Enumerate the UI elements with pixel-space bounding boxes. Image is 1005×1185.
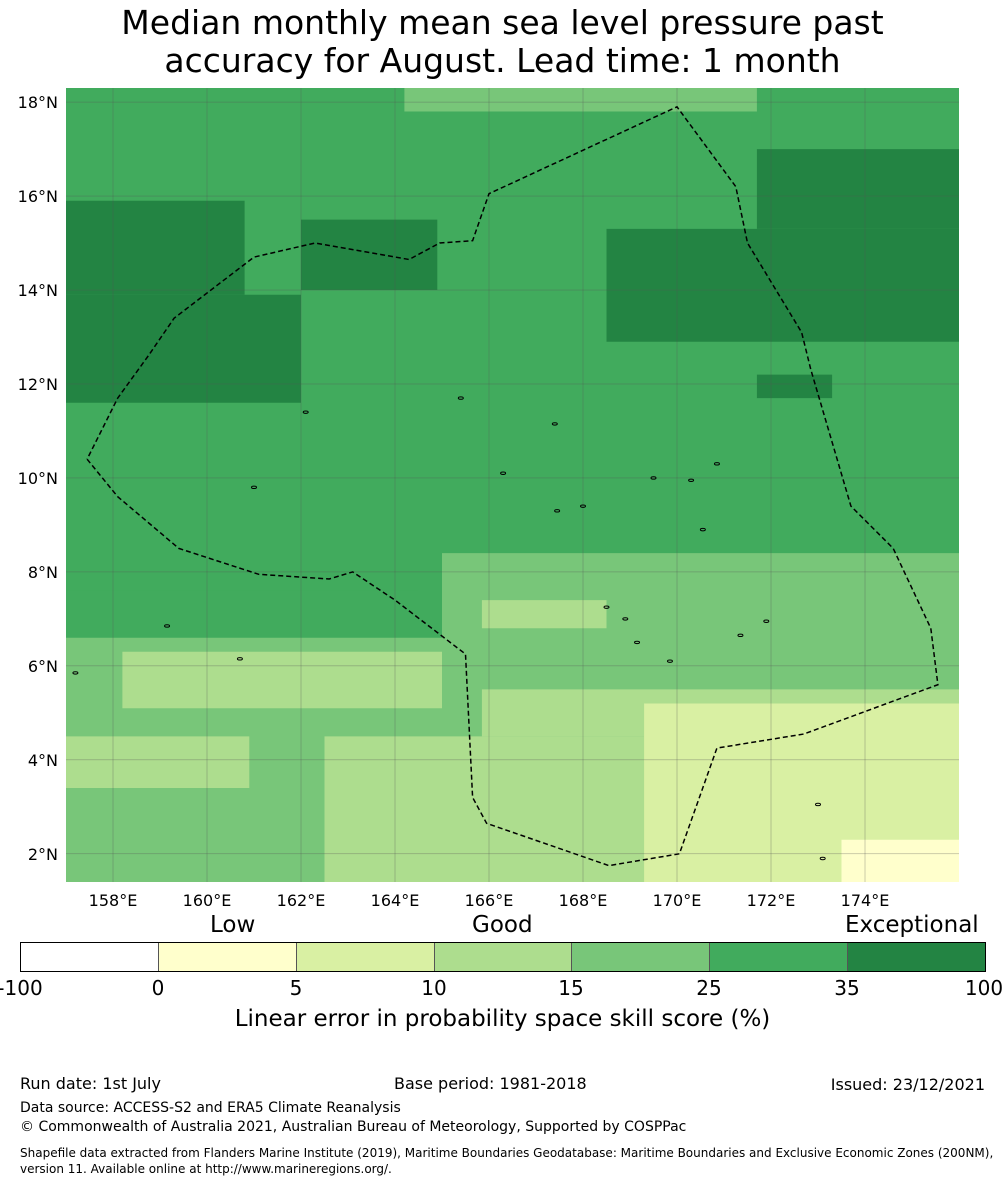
longitude-label: 162°E	[277, 891, 326, 910]
base-period: Base period: 1981-2018	[394, 1074, 587, 1093]
skill-region	[644, 703, 959, 882]
latitude-label: 18°N	[18, 93, 58, 112]
run-date: Run date: 1st July	[20, 1074, 161, 1093]
skill-region	[66, 736, 250, 788]
skill-region	[404, 88, 757, 112]
island-outline	[580, 504, 586, 508]
island-outline	[815, 802, 821, 807]
island-outline	[554, 509, 561, 513]
issued-date: Issued: 23/12/2021	[830, 1075, 985, 1094]
category-good: Good	[472, 912, 533, 938]
longitude-label: 164°E	[371, 891, 420, 910]
skill-region	[66, 294, 301, 403]
island-outline	[763, 619, 770, 623]
latitude-label: 8°N	[28, 563, 58, 582]
island-outline	[819, 856, 826, 861]
latitude-label: 14°N	[18, 281, 58, 300]
colorbar-segment	[848, 943, 986, 971]
island-outline	[713, 462, 720, 466]
colorbar-segment	[296, 943, 435, 971]
map-title-line2: accuracy for August. Lead time: 1 month	[164, 41, 841, 80]
colorbar	[20, 942, 986, 972]
skill-region	[301, 219, 438, 290]
colorbar-tick: 100	[964, 976, 1004, 1000]
island-outline	[737, 633, 744, 638]
colorbar-tick: 10	[421, 976, 447, 1000]
colorbar-tick: 0	[151, 976, 165, 1000]
latitude-label: 2°N	[28, 845, 58, 864]
skill-region	[841, 839, 959, 882]
skill-region	[756, 149, 959, 229]
island-outline	[666, 659, 673, 663]
colorbar-segment	[572, 943, 711, 971]
island-outline	[551, 422, 558, 426]
island-outline	[164, 624, 171, 628]
category-exceptional: Exceptional	[845, 912, 979, 938]
colorbar-tick: 15	[558, 976, 584, 1000]
latitude-label: 10°N	[18, 469, 58, 488]
latitude-label: 12°N	[18, 375, 58, 394]
longitude-label: 172°E	[747, 891, 796, 910]
map-canvas: 18°N 16°N 14°N 12°N 10°N 8°N 6°N 4°N 2°N 158°E 160…	[18, 88, 959, 910]
skill-region	[606, 228, 959, 342]
colorbar-tick: 35	[834, 976, 860, 1000]
longitude-label: 158°E	[89, 891, 138, 910]
colorbar-segment	[434, 943, 573, 971]
island-outline	[302, 410, 309, 414]
map-title-line1: Median monthly mean sea level pressure p…	[121, 3, 884, 42]
island-outline	[251, 485, 257, 490]
colorbar-segment	[158, 943, 297, 971]
island-outline	[699, 527, 706, 532]
skill-region	[756, 374, 833, 399]
longitude-label: 170°E	[653, 891, 702, 910]
island-outline	[603, 605, 610, 609]
colorbar-tick: 25	[696, 976, 722, 1000]
longitude-label: 166°E	[465, 891, 514, 910]
colorbar-tick: 5	[289, 976, 303, 1000]
latitude-label: 4°N	[28, 751, 58, 770]
skill-region	[122, 651, 443, 709]
longitude-label: 168°E	[559, 891, 608, 910]
island-outline	[650, 476, 657, 480]
latitude-label: 16°N	[18, 187, 58, 206]
shapefile-credit-line2: version 11. Available online at http://w…	[20, 1162, 392, 1176]
colorbar-segment	[710, 943, 849, 971]
island-outline	[688, 478, 695, 483]
island-outline	[236, 657, 243, 661]
skill-region	[481, 600, 607, 629]
colorbar-segment	[21, 943, 159, 971]
island-outline	[72, 671, 79, 675]
skill-field	[66, 88, 959, 882]
island-outline	[622, 617, 629, 621]
colorbar-tick: -100	[0, 976, 43, 1000]
copyright: © Commonwealth of Australia 2021, Austra…	[20, 1119, 687, 1135]
colorbar-label: Linear error in probability space skill …	[234, 1006, 771, 1032]
island-outline	[457, 396, 464, 400]
island-outline	[500, 471, 507, 475]
longitude-label: 174°E	[841, 891, 890, 910]
category-low: Low	[210, 912, 256, 938]
map-title: Median monthly mean sea level pressure p…	[0, 4, 1005, 80]
longitude-label: 160°E	[183, 891, 232, 910]
shapefile-credit-line1: Shapefile data extracted from Flanders M…	[20, 1146, 994, 1160]
data-source: Data source: ACCESS-S2 and ERA5 Climate …	[20, 1100, 401, 1116]
island-outline	[634, 640, 641, 645]
eez-boundary	[86, 105, 939, 867]
skill-region	[66, 200, 245, 295]
latitude-label: 6°N	[28, 657, 58, 676]
